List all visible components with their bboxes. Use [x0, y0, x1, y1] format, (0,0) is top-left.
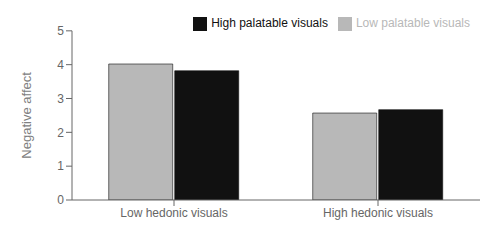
svg-text:High hedonic visuals: High hedonic visuals: [323, 206, 433, 220]
svg-text:4: 4: [57, 58, 64, 72]
svg-text:1: 1: [57, 159, 64, 173]
svg-text:Low hedonic visuals: Low hedonic visuals: [120, 206, 227, 220]
svg-text:Negative affect: Negative affect: [19, 72, 34, 159]
html-text:Low palatable visuals: Low palatable visuals: [355, 16, 470, 30]
svg-text:3: 3: [57, 92, 64, 106]
svg-text:2: 2: [57, 126, 64, 140]
svg-text:5: 5: [57, 24, 64, 38]
html-text:High palatable visuals: High palatable visuals: [211, 16, 328, 30]
svg-text:0: 0: [57, 193, 64, 207]
